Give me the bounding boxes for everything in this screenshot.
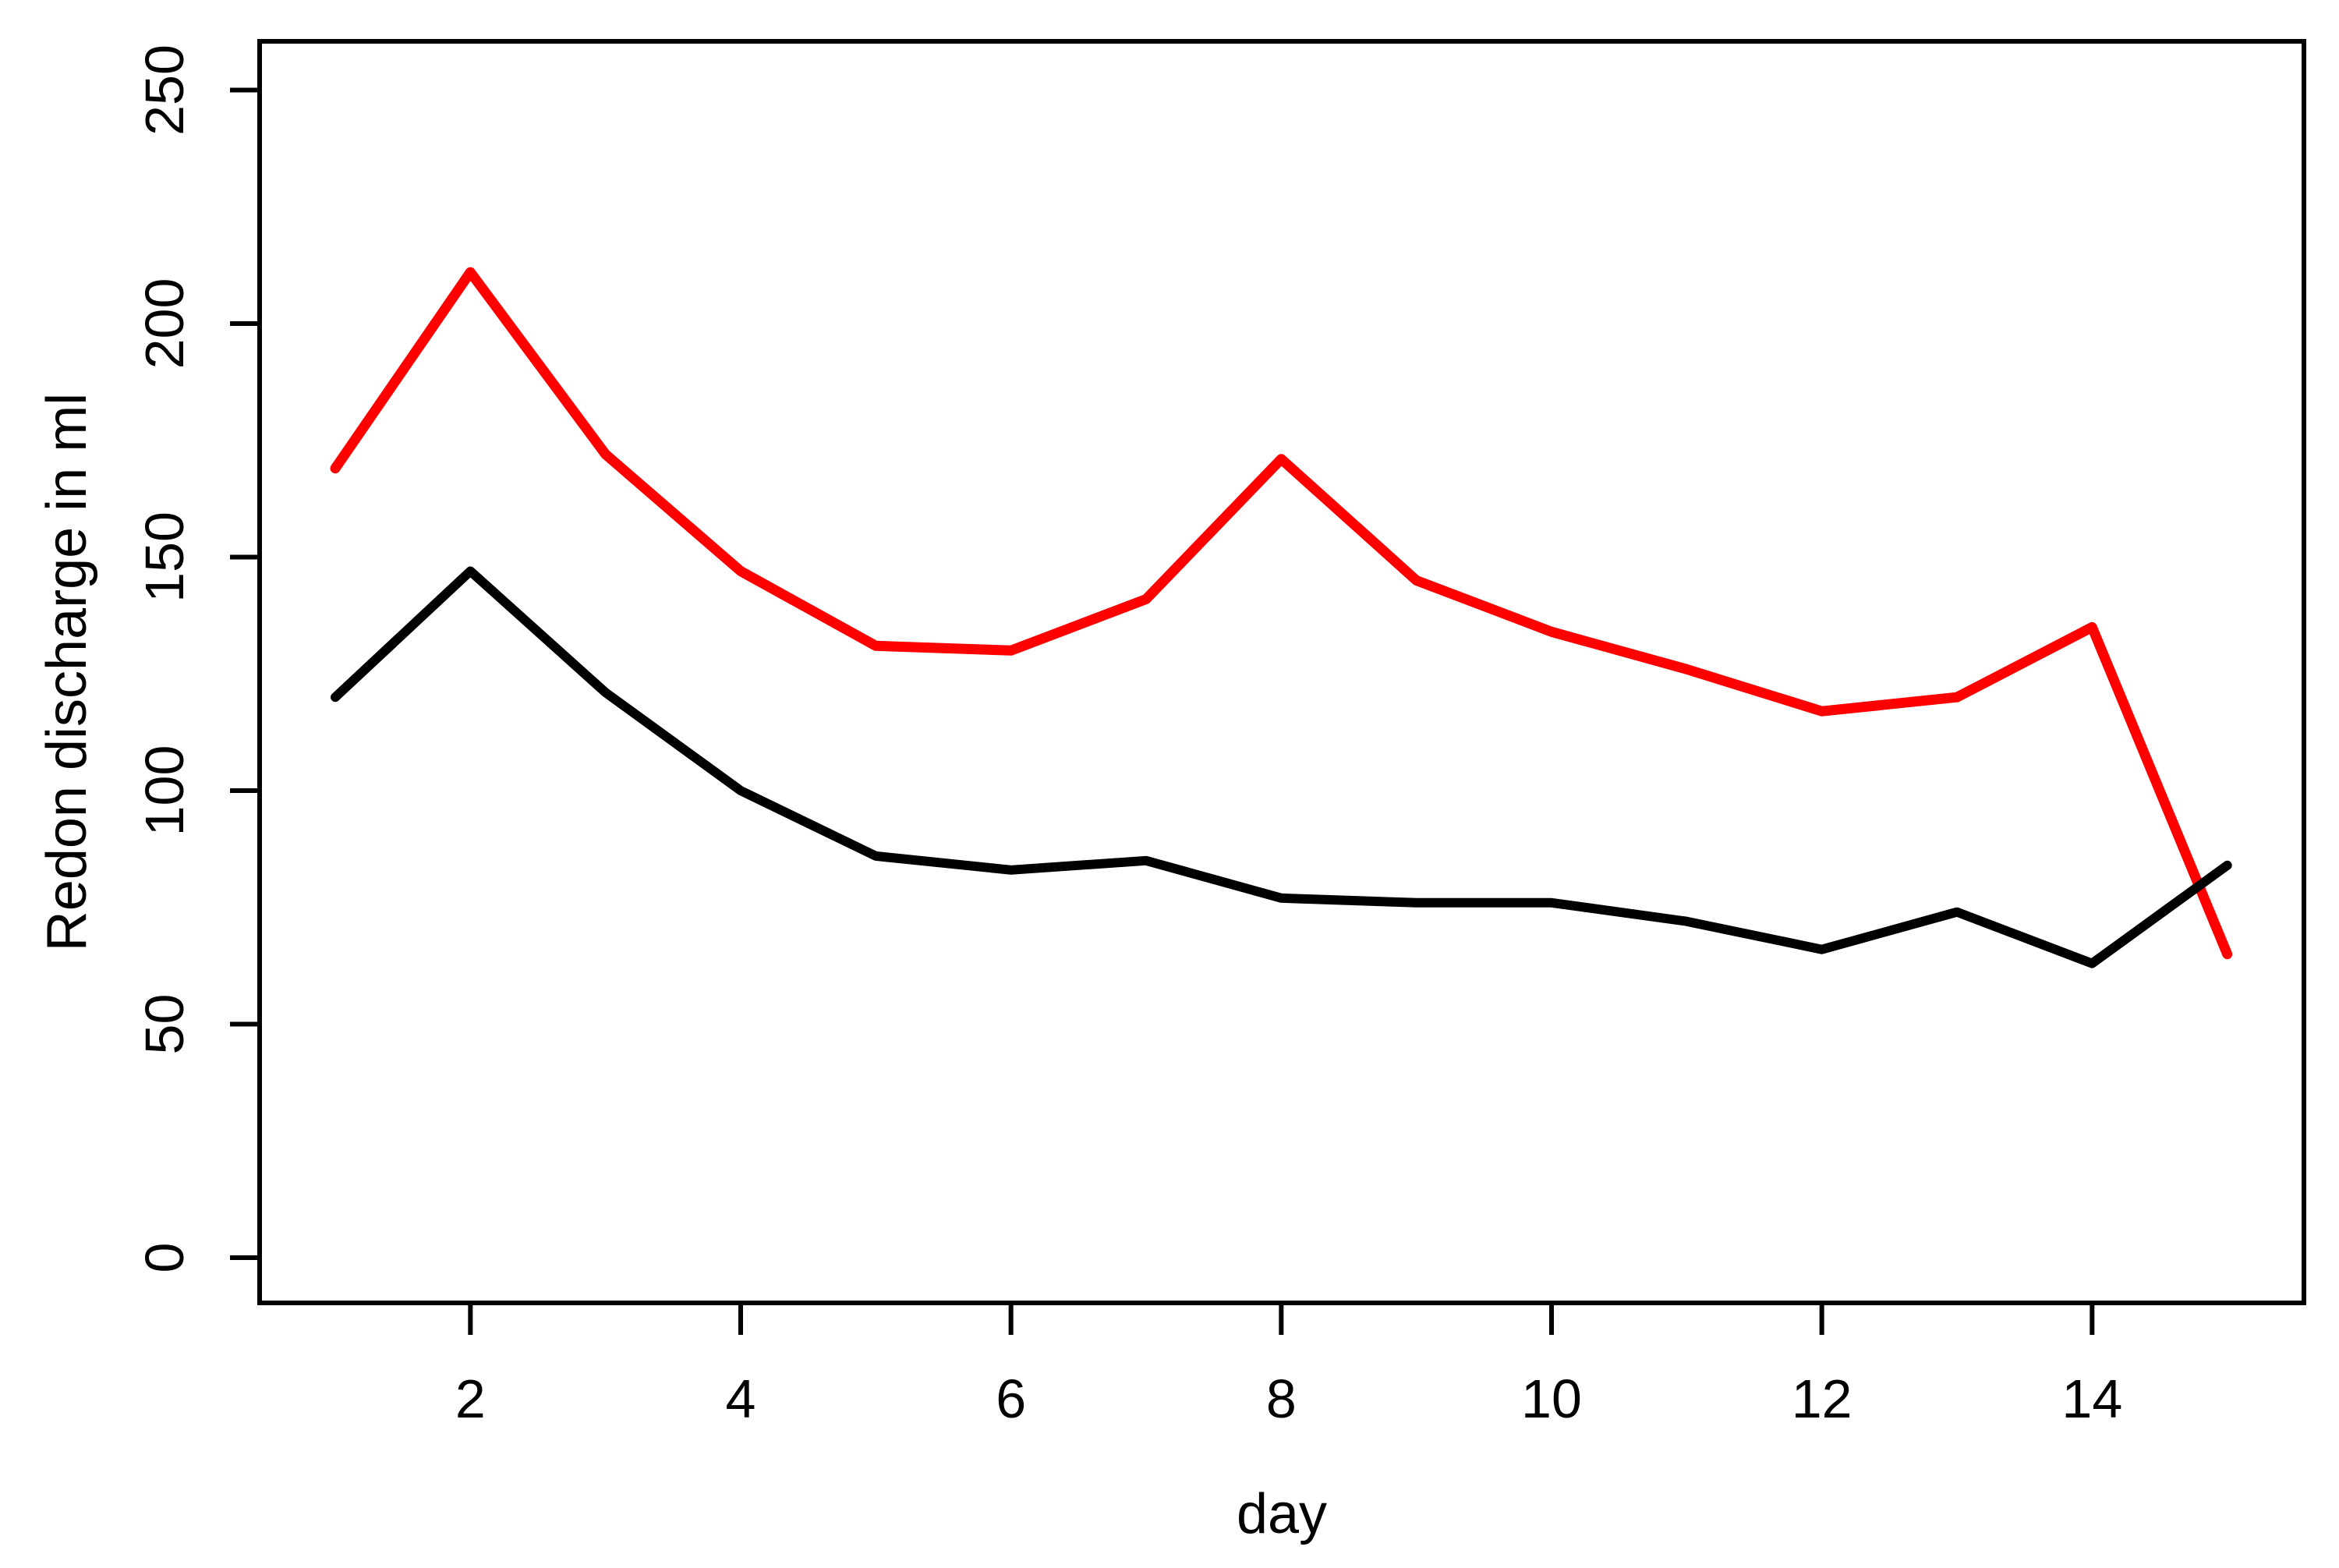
x-tick-label: 8: [1266, 1368, 1297, 1429]
y-tick-label: 100: [134, 745, 195, 837]
y-tick-label: 250: [134, 44, 195, 136]
y-tick-label: 200: [134, 278, 195, 370]
x-tick-label: 2: [455, 1368, 486, 1429]
y-tick-label: 0: [134, 1243, 195, 1273]
x-tick-label: 10: [1521, 1368, 1582, 1429]
y-axis: 0 50 100 150 200 250: [134, 44, 260, 1272]
y-tick-label: 50: [134, 994, 195, 1055]
series-group: [330, 267, 2233, 968]
x-tick-label: 6: [996, 1368, 1026, 1429]
series-red-line: [330, 267, 2233, 960]
x-axis-title: day: [1237, 1483, 1327, 1545]
y-tick-label: 150: [134, 511, 195, 603]
x-tick-label: 12: [1792, 1368, 1852, 1429]
x-tick-label: 14: [2061, 1368, 2122, 1429]
x-tick-label: 4: [726, 1368, 756, 1429]
x-axis: 2 4 6 8 10 12 14: [455, 1303, 2122, 1429]
y-axis-title: Redon discharge in ml: [36, 393, 98, 951]
series-black-line: [331, 566, 2232, 968]
